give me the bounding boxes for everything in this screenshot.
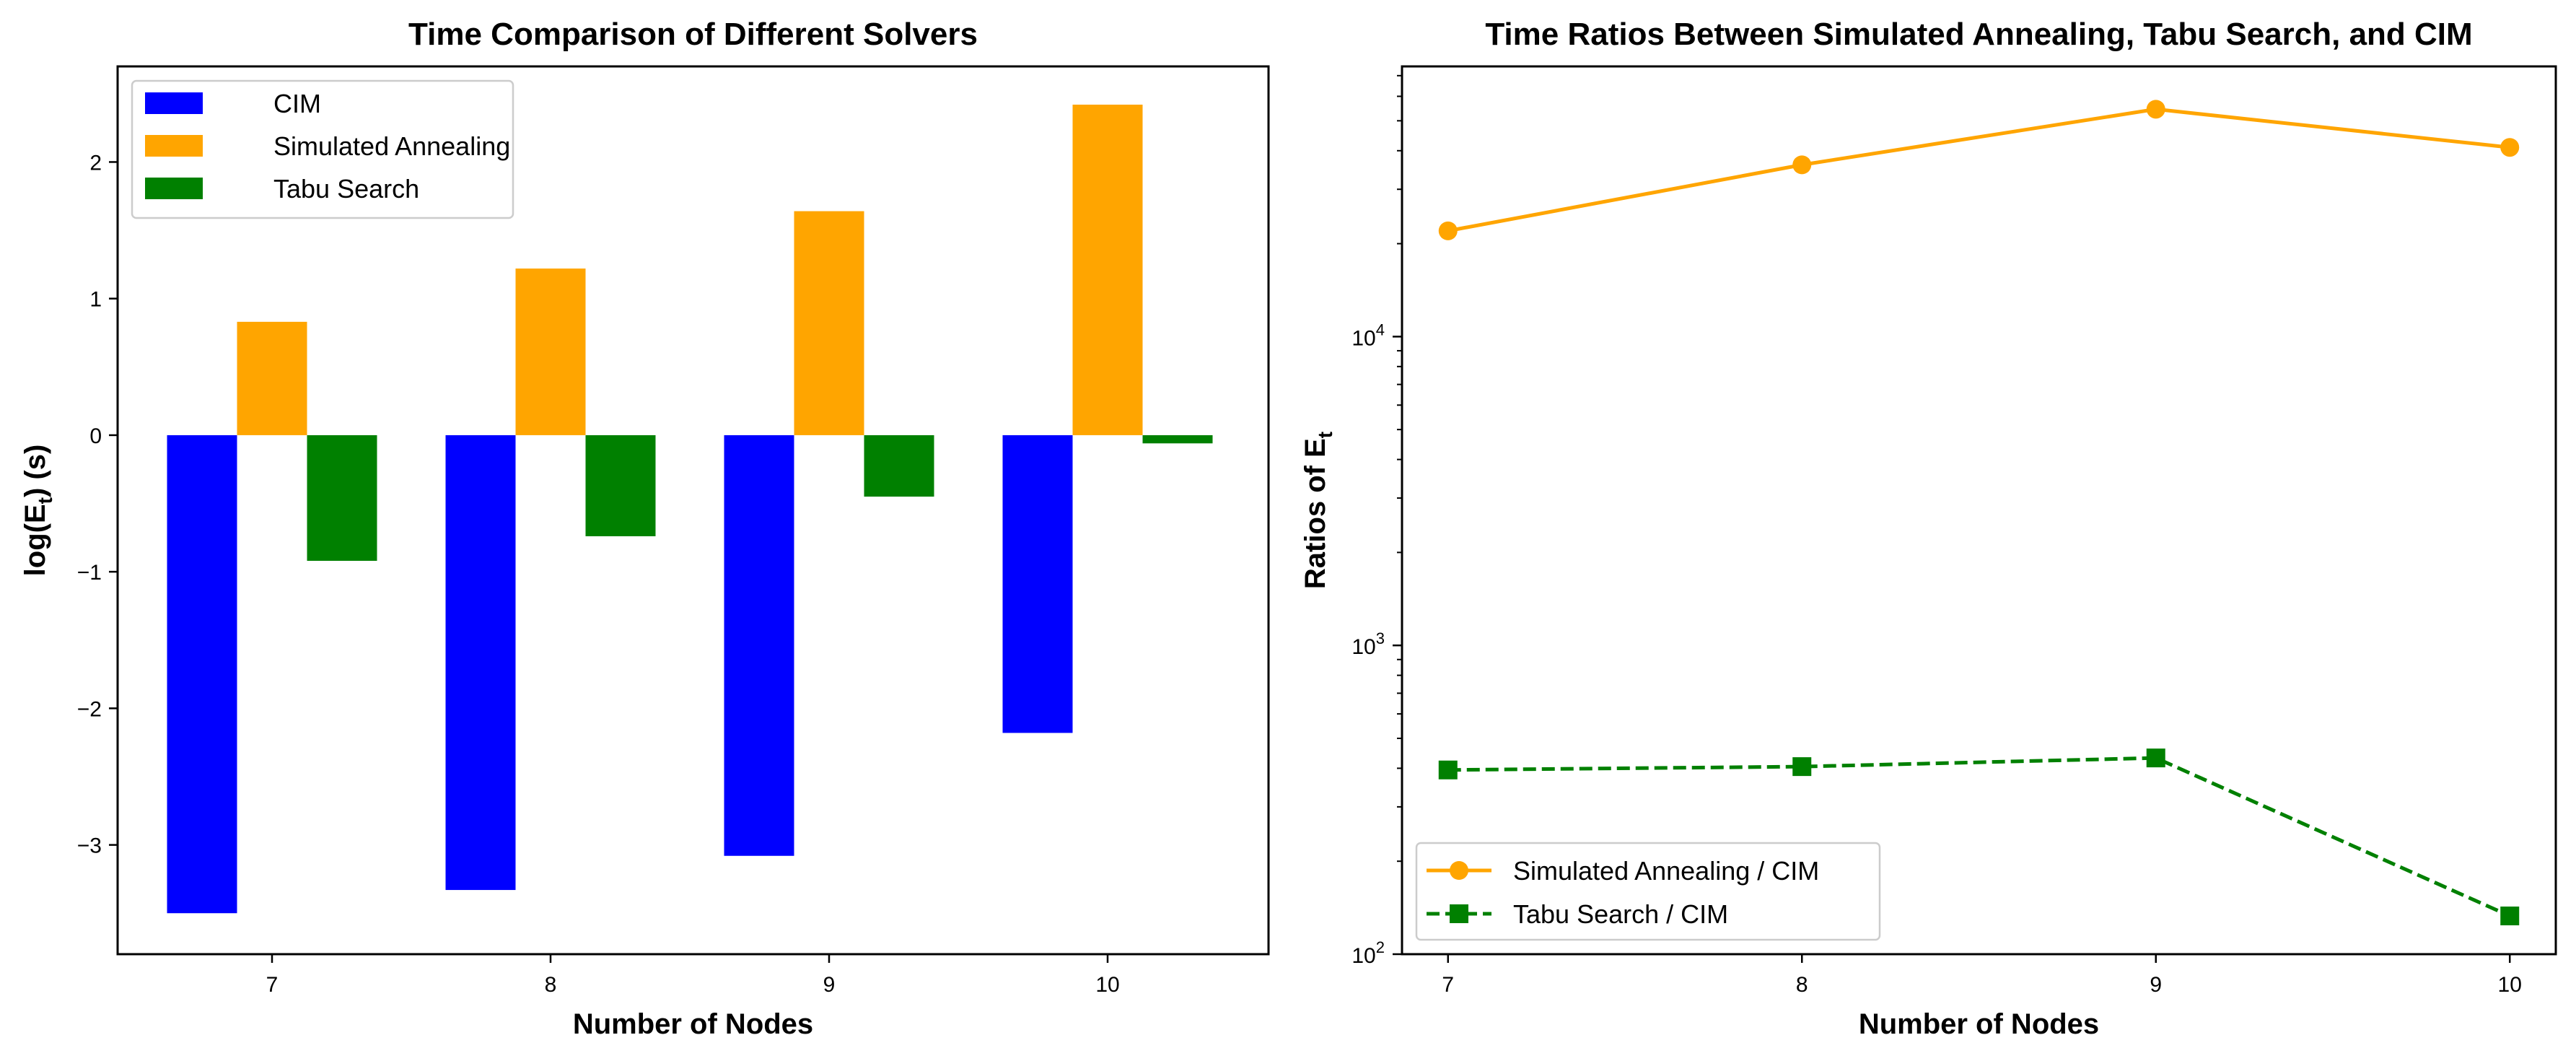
bar-simulated-annealing-10: [1072, 104, 1143, 435]
x-axis-label: Number of Nodes: [1859, 1008, 2099, 1040]
x-tick-label: 9: [2150, 973, 2162, 997]
bar-cim-8: [445, 435, 516, 891]
x-axis-label: Number of Nodes: [573, 1008, 813, 1040]
point-simulated-annealing-cim-10: [2500, 138, 2520, 157]
point-tabu-search-cim-8: [1792, 757, 1812, 777]
y-axis-label: Ratios of Et: [1300, 432, 1336, 589]
legend-box: [1415, 842, 1881, 941]
legend-label: Simulated Annealing / CIM: [1513, 856, 1819, 886]
point-simulated-annealing-cim-7: [1438, 221, 1458, 240]
y-tick-label: −1: [77, 561, 102, 585]
bar-tabu-search-10: [1142, 435, 1213, 444]
legend-swatch: [145, 178, 203, 199]
y-tick-label: −2: [77, 697, 102, 721]
legend-label: Tabu Search: [273, 174, 419, 204]
bar-simulated-annealing-8: [515, 268, 586, 435]
legend-marker: [1450, 904, 1468, 923]
legend-label: Simulated Annealing: [273, 131, 510, 161]
bar-cim-7: [167, 435, 237, 914]
legend-marker: [1450, 861, 1468, 880]
right-chart: 104 103 102 7 8 9 10 Time Ratios Between Simula…: [1300, 17, 2557, 1040]
y-tick-label: 2: [89, 151, 102, 175]
y-tick-label: 103: [1351, 629, 1385, 659]
x-tick-label: 7: [1442, 973, 1454, 997]
x-tick-label: 7: [266, 973, 279, 997]
chart-title: Time Comparison of Different Solvers: [408, 17, 978, 52]
legend-label: CIM: [273, 89, 321, 118]
point-tabu-search-cim-9: [2146, 748, 2165, 768]
point-tabu-search-cim-10: [2500, 907, 2520, 926]
bar-cim-9: [724, 435, 794, 856]
y-tick-label: −3: [77, 834, 102, 858]
left-axes-frame: [116, 65, 1270, 956]
bar-simulated-annealing-9: [794, 211, 864, 435]
x-tick-label: 8: [1796, 973, 1808, 997]
x-tick-label: 10: [2498, 973, 2522, 997]
y-axis-label: log(Et) (s): [19, 445, 56, 577]
series-line-simulated-annealing-cim: [1447, 107, 2510, 233]
chart-title: Time Ratios Between Simulated Annealing,…: [1485, 17, 2472, 52]
bar-tabu-search-9: [864, 435, 934, 497]
y-tick-label: 102: [1351, 938, 1385, 968]
legend-label: Tabu Search / CIM: [1513, 899, 1728, 929]
y-tick-label: 1: [89, 288, 102, 312]
x-tick-label: 10: [1095, 973, 1119, 997]
bar-tabu-search-7: [307, 435, 377, 562]
legend-swatch: [145, 92, 203, 114]
point-simulated-annealing-cim-9: [2146, 100, 2165, 119]
legend-swatch: [145, 135, 203, 157]
point-simulated-annealing-cim-8: [1792, 155, 1812, 175]
legend-box: [131, 79, 514, 219]
y-tick-label: 0: [89, 424, 102, 448]
bar-tabu-search-8: [585, 435, 656, 536]
point-tabu-search-cim-7: [1438, 760, 1458, 780]
x-tick-label: 8: [545, 973, 557, 997]
y-tick-label: 104: [1351, 320, 1385, 350]
bar-cim-10: [1002, 435, 1073, 733]
x-tick-label: 9: [823, 973, 836, 997]
bar-simulated-annealing-7: [237, 321, 307, 435]
series-line-tabu-search-cim: [1447, 756, 2511, 918]
right-axes-frame: [1401, 65, 2557, 956]
